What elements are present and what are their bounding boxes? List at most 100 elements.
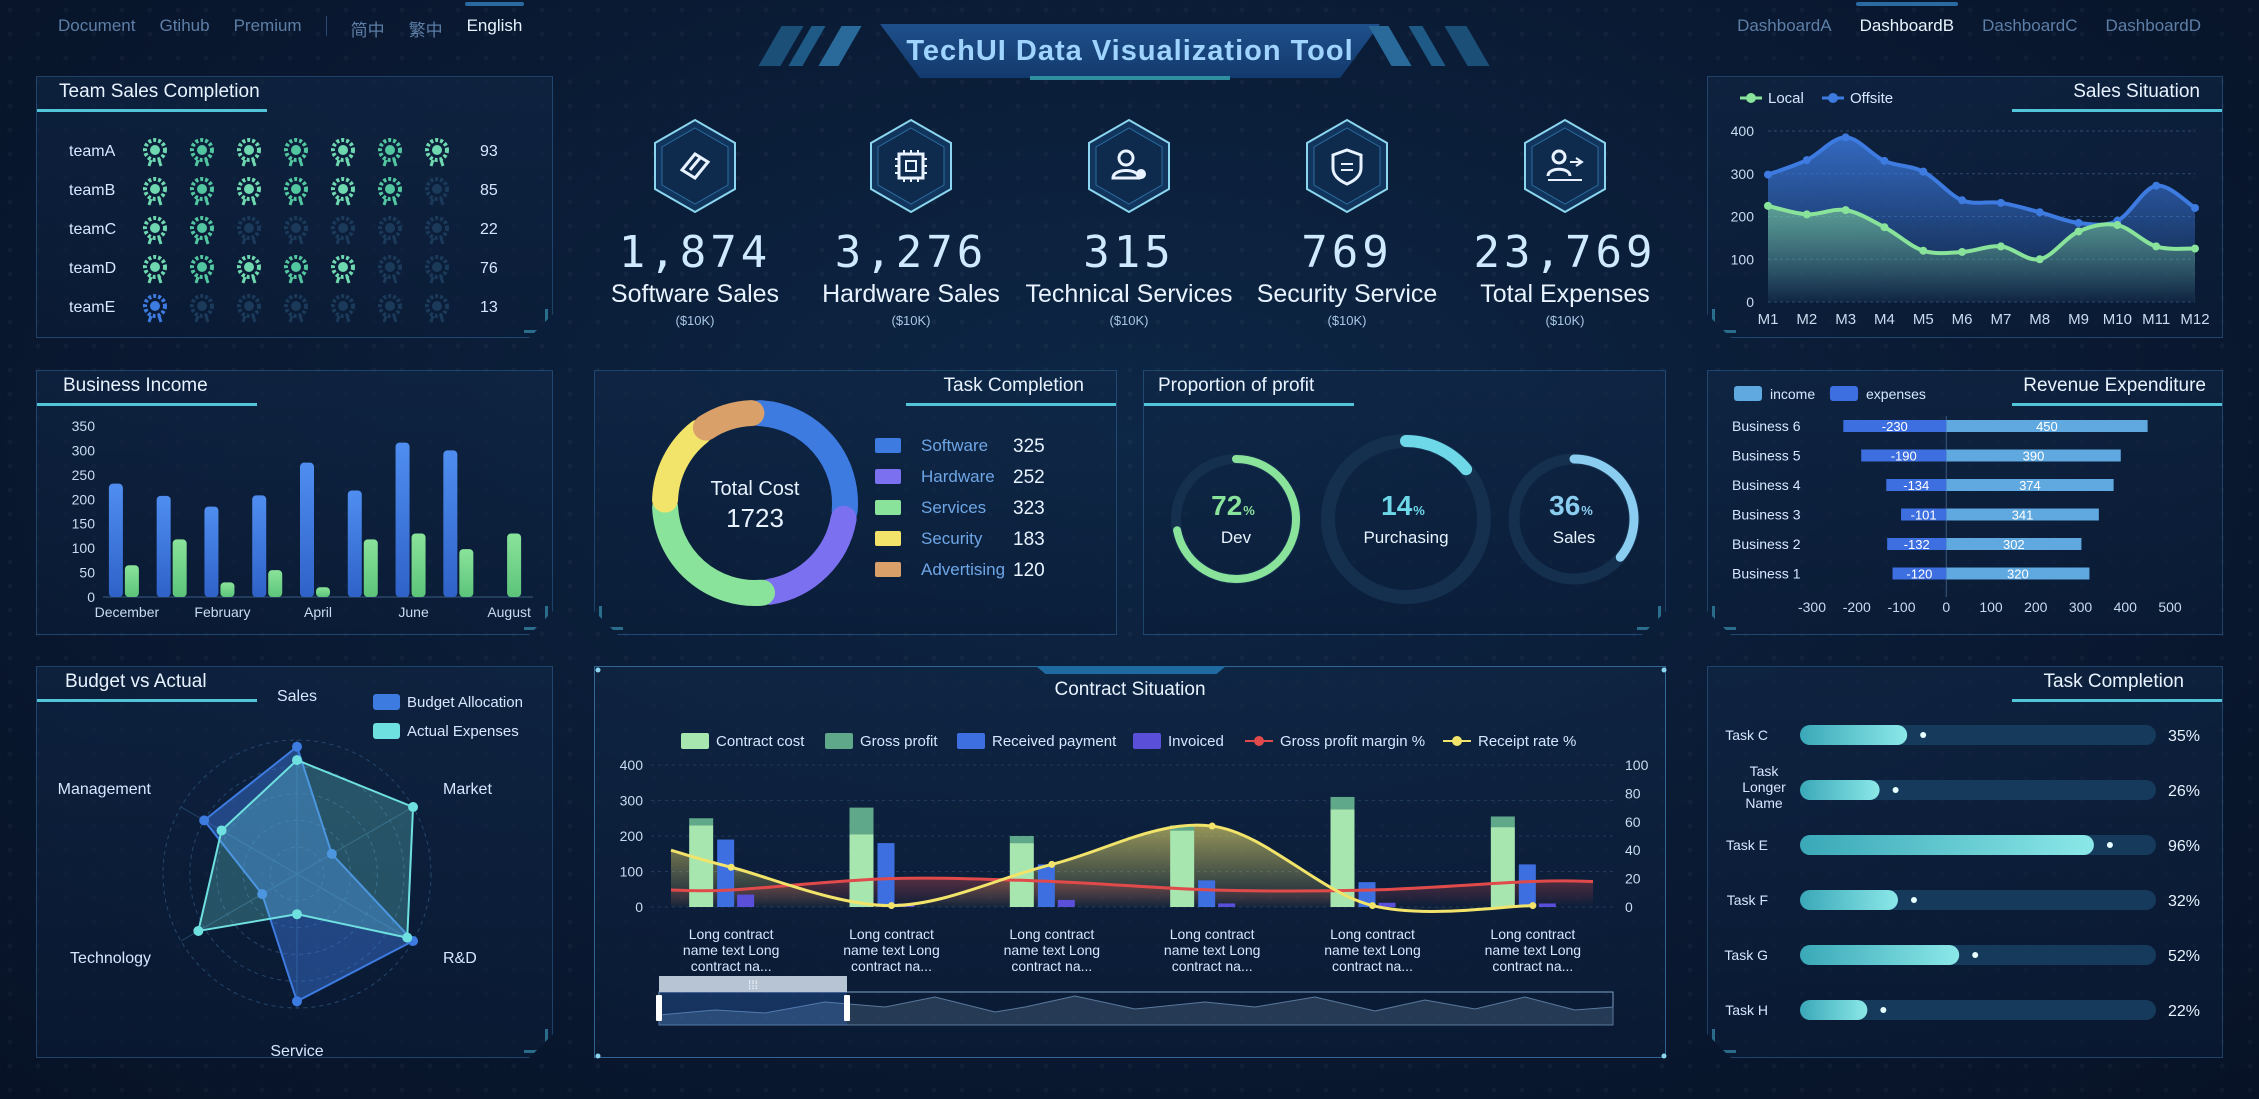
x-tick-label: contract na... — [1332, 958, 1413, 974]
title-line — [37, 403, 257, 406]
y-tick-label: 400 — [620, 757, 644, 773]
y-tick-label: 250 — [72, 467, 96, 483]
income-bar — [1946, 450, 2121, 462]
x-tick-label: June — [398, 604, 429, 620]
kpi-card: 769 Security Service ($10K) — [1238, 118, 1456, 328]
tab-dashboard-c[interactable]: DashboardC — [1982, 16, 2078, 35]
nav-link-document[interactable]: Document — [58, 16, 136, 35]
legend-label: Budget Allocation — [407, 694, 523, 711]
lang-traditional[interactable]: 繁中 — [408, 21, 443, 40]
medal-ring — [427, 179, 447, 199]
progress-fill — [1800, 835, 2094, 855]
zoom-handle[interactable] — [844, 995, 850, 1021]
zoom-handle-bar[interactable] — [659, 976, 847, 992]
data-point — [1958, 196, 1966, 204]
medal-ribbon — [290, 238, 302, 244]
legend-marker — [1828, 93, 1838, 103]
medal-ribbon — [149, 316, 161, 322]
tab-dashboard-d[interactable]: DashboardD — [2105, 16, 2201, 35]
medal-core — [197, 184, 207, 194]
title-line — [2012, 109, 2222, 112]
medal-ring — [145, 140, 165, 160]
donut-slice — [770, 519, 844, 592]
medal-icon — [286, 140, 306, 166]
kpi-name: Technical Services — [1025, 280, 1233, 308]
medal-core — [338, 145, 348, 155]
category-label: Business 3 — [1732, 507, 1801, 523]
bar — [125, 565, 139, 597]
bar — [412, 533, 426, 597]
medal-core — [291, 301, 301, 311]
panel-title: Sales Situation — [2073, 81, 2200, 102]
medal-icon — [333, 140, 353, 166]
medal-icon — [239, 296, 259, 322]
nav-link-premium[interactable]: Premium — [233, 16, 302, 35]
progress-glow — [1911, 897, 1917, 903]
radar-axis-label: Sales — [277, 688, 317, 705]
radar-spoke — [297, 874, 413, 941]
tab-dashboard-a[interactable]: DashboardA — [1737, 16, 1832, 35]
medal-ring — [333, 218, 353, 238]
lang-simplified[interactable]: 简中 — [350, 21, 385, 40]
nav-link-github[interactable]: Gtihub — [159, 16, 210, 35]
y2-tick-label: 40 — [1625, 842, 1641, 858]
medal-ribbon — [290, 160, 302, 166]
data-point — [1997, 242, 2005, 250]
kpi-value: 23,769 — [1473, 227, 1657, 278]
data-point — [1958, 248, 1966, 256]
contract-cost-bar — [1170, 830, 1195, 907]
gross-profit-bar — [849, 807, 874, 835]
x-tick-label: Long contract — [1330, 926, 1415, 942]
income-bar — [1946, 568, 2089, 580]
medal-ring — [427, 257, 447, 277]
medal-ring — [333, 257, 353, 277]
progress-track — [1800, 780, 2156, 800]
zoom-handle[interactable] — [656, 995, 662, 1021]
y-tick-label: 400 — [1731, 123, 1755, 139]
kpi-unit: ($10K) — [675, 313, 715, 328]
corner-decoration — [1712, 1029, 1736, 1053]
data-point — [2075, 219, 2083, 227]
medal-icon — [192, 296, 212, 322]
medal-ring — [286, 257, 306, 277]
team-sales-panel: Team Sales Completion teamA 93 teamB 85 team… — [36, 76, 553, 338]
medal-icon — [333, 218, 353, 244]
corner-decoration — [524, 606, 548, 630]
medal-ribbon — [149, 160, 161, 166]
x-tick-label: name text Long — [1164, 942, 1261, 958]
bar — [173, 539, 187, 597]
expense-bar — [1843, 420, 1946, 432]
task-name: Task F — [1727, 892, 1768, 908]
income-label: 341 — [2012, 508, 2034, 523]
invoiced-bar — [1538, 903, 1556, 907]
medal-core — [291, 184, 301, 194]
medal-ring — [145, 257, 165, 277]
bar — [268, 570, 282, 597]
team-value: 85 — [480, 182, 498, 199]
kpi-name: Total Expenses — [1480, 280, 1650, 308]
x-tick-label: M12 — [2180, 311, 2209, 328]
kpi-value: 769 — [1301, 227, 1393, 278]
gauge-percent: % — [1581, 503, 1593, 518]
donut-slice — [665, 508, 762, 593]
data-point — [2152, 242, 2160, 250]
legend-swatch — [373, 694, 400, 710]
medal-core — [432, 301, 442, 311]
task-name: Task — [1750, 763, 1780, 779]
medal-core — [244, 223, 254, 233]
x-tick-label: 0 — [1942, 599, 1950, 615]
tab-dashboard-b[interactable]: DashboardB — [1855, 2, 1958, 35]
y2-tick-label: 0 — [1625, 899, 1633, 915]
expense-label: -120 — [1906, 567, 1932, 582]
medal-core — [385, 145, 395, 155]
budget-panel: Budget vs Actual Sales Market R&D Service Te… — [36, 666, 553, 1058]
medal-ring — [286, 140, 306, 160]
panel-title: Revenue Expenditure — [2023, 375, 2206, 396]
category-label: Business 1 — [1732, 566, 1801, 582]
title-deco — [1444, 26, 1490, 66]
medal-ring — [192, 218, 212, 238]
medal-icon — [145, 257, 165, 283]
lang-english[interactable]: English — [464, 2, 525, 41]
medal-ribbon — [384, 238, 396, 244]
corner-decoration — [1712, 309, 1736, 333]
